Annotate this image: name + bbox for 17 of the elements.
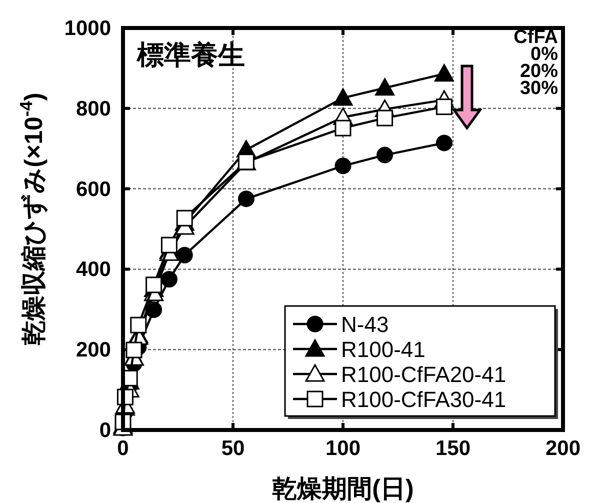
y-tick-label: 200: [76, 338, 111, 362]
y-tick-label: 400: [76, 258, 111, 282]
x-tick-label: 50: [221, 437, 245, 460]
x-axis-title: 乾燥期間(日): [272, 475, 414, 503]
x-tick-label: 100: [325, 437, 361, 460]
legend-label: R100-CfFA30-41: [341, 387, 506, 412]
legend-label: N-43: [341, 312, 389, 337]
legend-label: R100-41: [341, 337, 426, 362]
chart-title: 標準養生: [136, 40, 245, 70]
y-tick-label: 1000: [64, 17, 111, 40]
y-tick-label: 800: [76, 97, 111, 120]
y-tick-label: 0: [99, 419, 111, 442]
y-tick-label: 600: [76, 178, 111, 201]
legend-label: R100-CfFA20-41: [341, 362, 506, 387]
x-tick-label: 150: [435, 437, 471, 460]
x-tick-label: 0: [117, 437, 129, 460]
x-tick-label: 200: [545, 437, 581, 460]
